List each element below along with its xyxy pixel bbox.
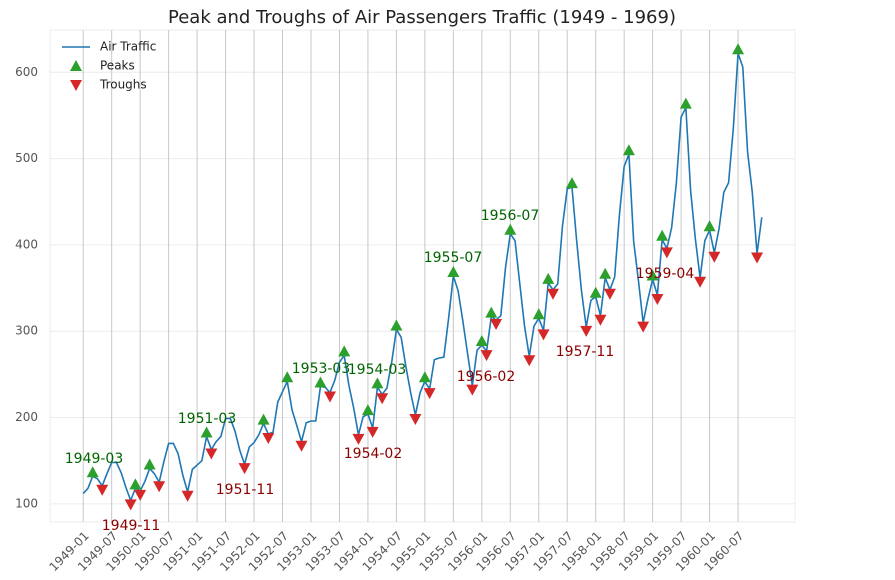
peak-marker (599, 267, 612, 279)
trough-marker (546, 288, 559, 300)
trough-marker (352, 433, 365, 445)
trough-marker (660, 247, 673, 259)
trough-annotation: 1951-11 (216, 482, 275, 498)
trough-annotation: 1957-11 (556, 344, 615, 360)
peak-marker (143, 458, 156, 470)
peak-annotation: 1953-03 (292, 361, 351, 377)
peak-marker (532, 308, 545, 320)
trough-marker (490, 319, 503, 331)
peak-marker (86, 466, 99, 478)
trough-marker (409, 413, 422, 425)
trough-marker (96, 484, 109, 496)
data-line (82, 53, 763, 503)
trough-marker (694, 276, 707, 288)
peak-marker (565, 177, 578, 189)
legend-label: Troughs (99, 78, 147, 92)
peak-marker (485, 306, 498, 318)
trough-marker (651, 293, 664, 305)
y-tick-label: 100 (15, 496, 38, 510)
peak-marker (504, 223, 517, 235)
peak-annotation: 1956-07 (481, 208, 540, 224)
trough-marker (708, 251, 721, 263)
peak-annotation: 1949-03 (65, 451, 124, 467)
trough-marker (466, 384, 479, 396)
peak-marker (447, 266, 460, 277)
peak-marker (371, 377, 384, 389)
peak-marker (338, 345, 351, 357)
trough-annotation: 1959-04 (636, 266, 695, 282)
peak-annotation: 1951-03 (178, 411, 237, 427)
y-tick-label: 400 (15, 237, 38, 251)
trough-annotation: 1954-02 (344, 446, 403, 462)
legend-marker (70, 60, 82, 71)
legend-marker (70, 80, 82, 91)
peak-marker (646, 269, 659, 281)
peak-marker (418, 371, 431, 383)
trough-marker (523, 355, 536, 367)
trough-marker (153, 481, 166, 493)
trough-marker (262, 432, 275, 444)
peak-marker (129, 478, 142, 490)
peak-annotation: 1954-03 (348, 362, 407, 378)
peak-marker (257, 413, 270, 425)
peak-marker (622, 144, 635, 156)
trough-marker (423, 388, 436, 400)
peak-marker (314, 376, 327, 388)
peak-annotation: 1955-07 (424, 250, 483, 266)
legend-label: Air Traffic (100, 40, 156, 54)
peak-marker (361, 404, 374, 416)
legend-label: Peaks (100, 59, 135, 73)
peak-marker (679, 97, 692, 109)
legend: Air Traffic Peaks Troughs (62, 40, 156, 92)
trough-marker (376, 393, 389, 405)
trough-marker (480, 350, 493, 362)
trough-marker (537, 329, 550, 341)
trough-marker (603, 288, 616, 300)
peak-marker (732, 43, 745, 55)
trough-marker (366, 426, 379, 438)
trough-marker (637, 321, 650, 333)
trough-marker (580, 325, 593, 337)
y-tick-label: 600 (15, 65, 38, 79)
peak-marker (656, 229, 669, 241)
peak-marker (542, 272, 555, 284)
trough-marker (594, 314, 607, 326)
peak-marker (703, 220, 716, 232)
trough-marker (124, 499, 137, 511)
plot-frame (49, 29, 796, 523)
trough-marker (134, 489, 147, 501)
trough-marker (323, 391, 336, 403)
peak-marker (200, 426, 213, 438)
peak-marker (589, 286, 602, 298)
trough-marker (295, 440, 308, 452)
trough-annotation: 1956-02 (457, 369, 516, 385)
trough-marker (205, 448, 218, 460)
trough-marker (751, 252, 764, 264)
y-tick-label: 200 (15, 410, 38, 424)
trough-annotation: 1949-11 (102, 518, 161, 534)
trough-marker (238, 463, 251, 475)
trough-marker (181, 490, 194, 502)
chart-title: Peak and Troughs of Air Passengers Traff… (168, 7, 676, 28)
y-tick-label: 300 (15, 324, 38, 338)
y-tick-label: 500 (15, 151, 38, 165)
peak-marker (281, 371, 294, 383)
peak-marker (475, 335, 488, 347)
peak-marker (390, 319, 403, 331)
